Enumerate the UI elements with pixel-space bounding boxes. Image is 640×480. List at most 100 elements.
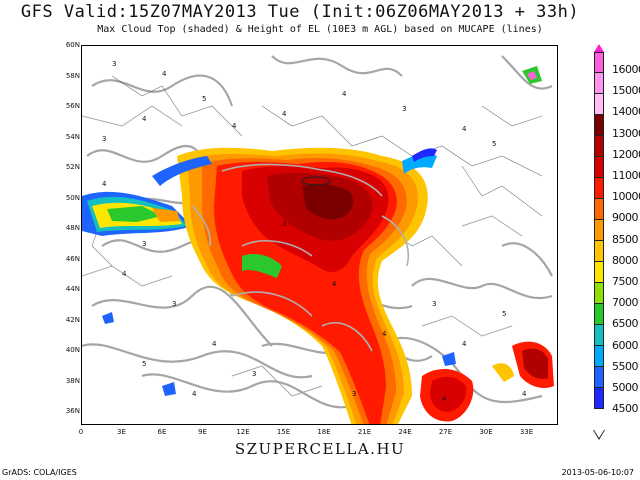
lon-label: 9E bbox=[198, 428, 207, 436]
lat-label: 56N bbox=[65, 102, 80, 110]
lon-label: 3E bbox=[117, 428, 126, 436]
colorbar-swatch bbox=[594, 325, 604, 346]
lat-label: 60N bbox=[65, 41, 80, 49]
colorbar-label: 15000 bbox=[612, 84, 640, 98]
contour-label: 4 bbox=[442, 395, 447, 403]
cloud-top-shading bbox=[82, 66, 554, 424]
contour-label: 5 bbox=[202, 95, 206, 103]
colorbar-swatch bbox=[594, 283, 604, 304]
contour-label: 3 bbox=[102, 135, 106, 143]
colorbar-label: 9000 bbox=[612, 211, 639, 225]
lat-label: 54N bbox=[65, 132, 80, 141]
colorbar-swatch bbox=[594, 388, 604, 409]
colorbar-swatch bbox=[594, 304, 604, 325]
contour-label: 3 bbox=[172, 300, 176, 308]
lat-label: 48N bbox=[65, 224, 80, 232]
chart-title: GFS Valid:15Z07MAY2013 Tue (Init:06Z06MA… bbox=[20, 2, 580, 22]
colorbar-bottom-arrow bbox=[594, 430, 604, 438]
lat-label: 46N bbox=[65, 254, 80, 263]
contour-label: 3 bbox=[432, 300, 436, 308]
colorbar-label: 14000 bbox=[612, 105, 640, 119]
contour-label: 4 bbox=[122, 270, 127, 278]
colorbar-swatch bbox=[594, 73, 604, 94]
colorbar-swatch bbox=[594, 136, 604, 157]
lat-label: 58N bbox=[65, 71, 80, 80]
lon-label: 12E bbox=[236, 428, 250, 436]
colorbar-swatch bbox=[594, 115, 604, 136]
contour-label: 4 bbox=[382, 330, 387, 338]
contour-label: 4 bbox=[142, 115, 147, 123]
colorbar-top-arrow bbox=[594, 44, 604, 52]
colorbar-swatch bbox=[594, 157, 604, 178]
contour-label: 4 bbox=[342, 90, 347, 98]
weather-map: 3 4 5 4 3 4 4 4 3 4 5 4 3 4 3 4 5 3 4 3 4 4 3 4 5 4 3 4 bbox=[81, 45, 558, 425]
colorbar-swatch bbox=[594, 52, 604, 73]
contour-label: 5 bbox=[492, 140, 496, 148]
map-canvas: 3 4 5 4 3 4 4 4 3 4 5 4 3 4 3 4 5 3 4 3 4 4 3 4 5 4 3 4 bbox=[82, 55, 554, 424]
colorbar-label: 13000 bbox=[612, 126, 640, 140]
lon-label: 27E bbox=[438, 428, 453, 436]
lat-label: 52N bbox=[65, 163, 80, 171]
contour-label: 5 bbox=[502, 310, 506, 318]
lat-label: 42N bbox=[65, 315, 80, 324]
colorbar-swatch bbox=[594, 367, 604, 388]
colorbar-label: 6500 bbox=[612, 317, 639, 331]
contour-label: 3 bbox=[352, 390, 356, 398]
colorbar-label: 11000 bbox=[612, 169, 640, 182]
colorbar-label: 4500 bbox=[612, 402, 639, 416]
colorbar-label: 12000 bbox=[612, 147, 640, 161]
colorbar-label: 6000 bbox=[612, 338, 639, 352]
lon-label: 15E bbox=[276, 428, 291, 436]
contour-labels: 3 4 5 4 3 4 4 4 3 4 5 4 3 4 3 4 5 3 4 3 4 4 3 4 5 4 3 4 bbox=[102, 60, 527, 403]
contour-label: 4 bbox=[212, 340, 217, 348]
contour-label: 5 bbox=[142, 360, 146, 368]
contour-label: 3 bbox=[252, 370, 256, 378]
contour-label: 4 bbox=[332, 280, 337, 288]
lat-label: 38N bbox=[65, 376, 80, 385]
chart-subtitle: Max Cloud Top (shaded) & Height of EL (1… bbox=[97, 24, 543, 35]
colorbar-label: 7500 bbox=[612, 275, 639, 288]
contour-label: 4 bbox=[522, 390, 527, 398]
el-contour-overlay bbox=[191, 163, 409, 352]
lat-label: 50N bbox=[65, 193, 80, 202]
contour-label: 4 bbox=[462, 125, 467, 133]
lon-label: 18E bbox=[317, 428, 331, 436]
lon-label: 33E bbox=[519, 428, 534, 436]
contour-label: 3 bbox=[402, 105, 406, 113]
lon-label: 24E bbox=[398, 428, 412, 436]
colorbar-swatch bbox=[594, 346, 604, 367]
colorbar-label: 8500 bbox=[612, 232, 639, 246]
lon-label: 21E bbox=[357, 428, 372, 436]
lon-label: 0 bbox=[78, 428, 84, 436]
contour-label: 4 bbox=[162, 70, 167, 78]
colorbar bbox=[594, 52, 604, 409]
lat-label: 44N bbox=[65, 285, 80, 293]
colorbar-swatch bbox=[594, 94, 604, 115]
colorbar-swatch bbox=[594, 241, 604, 262]
colorbar-label: 10000 bbox=[612, 190, 640, 204]
contour-label: 3 bbox=[282, 220, 286, 228]
contour-label: 4 bbox=[462, 340, 467, 348]
contour-label: 4 bbox=[192, 390, 197, 398]
watermark: SZUPERCELLA.HU bbox=[234, 440, 406, 458]
lat-label: 40N bbox=[65, 346, 80, 354]
colorbar-label: 8000 bbox=[612, 253, 639, 267]
contour-label: 4 bbox=[102, 180, 107, 188]
contour-label: 3 bbox=[112, 60, 116, 68]
lon-label: 30E bbox=[479, 428, 493, 436]
footer-software: GrADS: COLA/IGES bbox=[2, 468, 77, 477]
contour-label: 3 bbox=[142, 240, 146, 248]
colorbar-swatch bbox=[594, 178, 604, 199]
contour-label: 4 bbox=[232, 122, 237, 130]
colorbar-swatch bbox=[594, 220, 604, 241]
colorbar-label: 5500 bbox=[612, 359, 639, 373]
contour-label: 4 bbox=[282, 110, 287, 118]
colorbar-label: 5000 bbox=[612, 381, 639, 394]
lat-label: 36N bbox=[65, 407, 80, 415]
contour-oval bbox=[301, 176, 331, 186]
colorbar-swatch bbox=[594, 199, 604, 220]
lon-label: 6E bbox=[157, 428, 167, 436]
colorbar-label: 7000 bbox=[612, 296, 639, 310]
colorbar-label: 16000 bbox=[612, 63, 640, 76]
colorbar-swatch bbox=[594, 262, 604, 283]
